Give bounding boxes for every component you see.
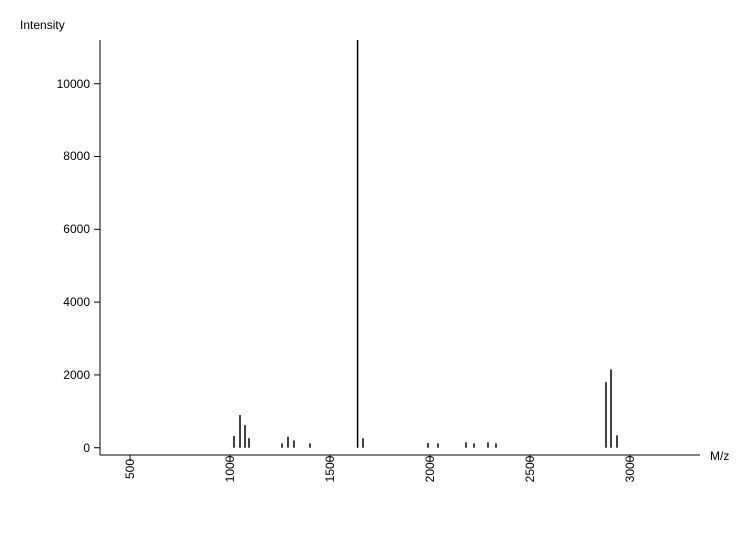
y-axis-title: Intensity	[20, 18, 65, 32]
x-tick-label: 3000	[623, 456, 637, 483]
x-axis-title: M/z	[710, 449, 729, 463]
x-tick-label: 1000	[223, 456, 237, 483]
x-tick-label: 2500	[523, 456, 537, 483]
y-tick-label: 0	[40, 441, 90, 455]
x-tick-label: 2000	[423, 456, 437, 483]
chart-svg	[0, 0, 750, 540]
x-tick-label: 1500	[323, 456, 337, 483]
y-tick-label: 4000	[40, 295, 90, 309]
y-tick-label: 8000	[40, 149, 90, 163]
y-tick-label: 2000	[40, 368, 90, 382]
y-tick-label: 6000	[40, 222, 90, 236]
mass-spectrum-chart: Intensity M/z 0 2000 4000 6000 8000 10000 500 100…	[0, 0, 750, 540]
y-tick-label: 10000	[40, 77, 90, 91]
x-tick-label: 500	[123, 459, 137, 479]
